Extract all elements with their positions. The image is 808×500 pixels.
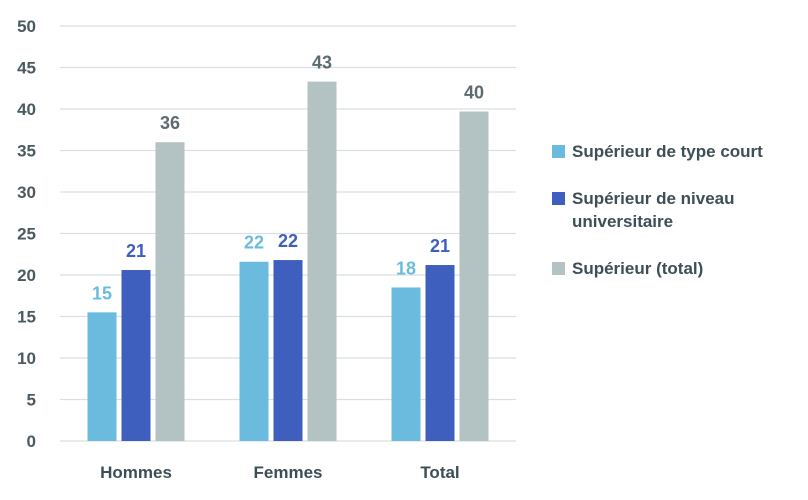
data-label: 15 bbox=[92, 283, 112, 303]
data-label: 40 bbox=[464, 82, 484, 102]
legend-item-niveau-universitaire: Supérieur de niveau universitaire bbox=[552, 187, 802, 233]
legend-swatch bbox=[552, 262, 565, 275]
y-axis-tick-labels: 0 5 10 15 20 25 30 35 40 45 50 bbox=[17, 17, 36, 451]
y-tick-label: 25 bbox=[17, 225, 36, 244]
data-label: 21 bbox=[430, 236, 450, 256]
y-tick-label: 5 bbox=[27, 391, 36, 410]
bars bbox=[87, 81, 489, 442]
data-label: 22 bbox=[244, 233, 264, 253]
y-tick-label: 0 bbox=[27, 432, 36, 451]
bar-femmes-series-2 bbox=[307, 81, 337, 442]
y-tick-label: 10 bbox=[17, 349, 36, 368]
x-category-label: Hommes bbox=[100, 463, 172, 482]
legend-swatch bbox=[552, 192, 565, 205]
legend: Supérieur de type court Supérieur de niv… bbox=[552, 140, 802, 304]
y-tick-label: 35 bbox=[17, 142, 36, 161]
y-tick-label: 15 bbox=[17, 308, 36, 327]
x-category-label: Total bbox=[420, 463, 459, 482]
bar-femmes-series-0 bbox=[239, 261, 269, 441]
x-axis-category-labels: Hommes Femmes Total bbox=[100, 463, 460, 482]
data-label: 36 bbox=[160, 113, 180, 133]
bar-hommes-series-2 bbox=[155, 142, 185, 441]
legend-item-superieur-total: Supérieur (total) bbox=[552, 257, 802, 280]
bar-total-series-0 bbox=[391, 287, 421, 441]
legend-label: Supérieur (total) bbox=[572, 259, 704, 278]
y-tick-label: 20 bbox=[17, 266, 36, 285]
legend-label: Supérieur de niveau universitaire bbox=[572, 189, 735, 231]
bar-hommes-series-1 bbox=[121, 270, 151, 441]
data-labels: 15 21 36 22 22 43 18 21 40 bbox=[92, 53, 484, 304]
data-label: 21 bbox=[126, 241, 146, 261]
bar-total-series-2 bbox=[459, 111, 489, 442]
y-tick-label: 40 bbox=[17, 100, 36, 119]
bar-total-series-1 bbox=[425, 265, 455, 441]
legend-item-type-court: Supérieur de type court bbox=[552, 140, 802, 163]
y-tick-label: 45 bbox=[17, 59, 36, 78]
legend-label: Supérieur de type court bbox=[572, 142, 763, 161]
data-label: 18 bbox=[396, 258, 416, 278]
data-label: 43 bbox=[312, 53, 332, 73]
x-category-label: Femmes bbox=[254, 463, 323, 482]
bar-hommes-series-0 bbox=[87, 312, 117, 441]
bar-femmes-series-1 bbox=[273, 260, 303, 441]
y-tick-label: 50 bbox=[17, 17, 36, 36]
legend-swatch bbox=[552, 145, 565, 158]
y-tick-label: 30 bbox=[17, 183, 36, 202]
data-label: 22 bbox=[278, 231, 298, 251]
